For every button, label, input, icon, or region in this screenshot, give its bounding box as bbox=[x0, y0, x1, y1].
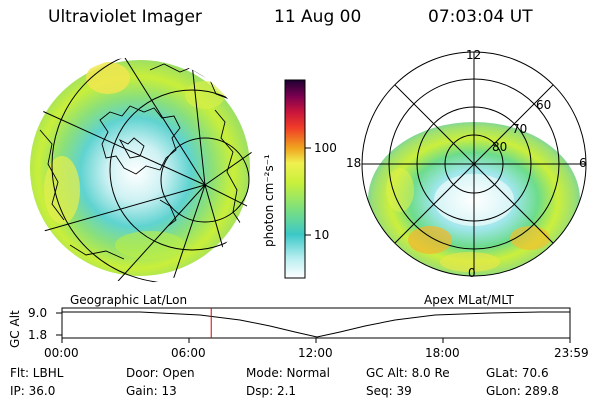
colorbar-tick-10: 10 bbox=[314, 228, 330, 242]
info-gain: Gain: 13 bbox=[126, 384, 177, 398]
mlat-label-60: 60 bbox=[536, 98, 552, 112]
info-flt: Flt: LBHL bbox=[10, 366, 64, 380]
info-door: Door: Open bbox=[126, 366, 195, 380]
mlat-label-80: 80 bbox=[492, 140, 508, 154]
magnetic-image bbox=[361, 51, 587, 277]
info-gcalt: GC Alt: 8.0 Re bbox=[366, 366, 450, 380]
geographic-image bbox=[29, 57, 253, 283]
mlt-label-0: 0 bbox=[468, 266, 476, 280]
geographic-caption: Geographic Lat/Lon bbox=[70, 293, 188, 307]
info-mode: Mode: Normal bbox=[246, 366, 330, 380]
timeline-ytick-low: 1.8 bbox=[28, 328, 48, 342]
timeline-plot bbox=[56, 307, 571, 343]
timeline-xtick-0000: 00:00 bbox=[44, 346, 79, 360]
magnetic-caption: Apex MLat/MLT bbox=[424, 293, 514, 307]
timeline-xtick-1800: 18:00 bbox=[425, 346, 460, 360]
mlat-label-70: 70 bbox=[512, 122, 528, 136]
timeline-xtick-1200: 12:00 bbox=[298, 346, 333, 360]
mlt-label-6: 6 bbox=[579, 156, 587, 170]
info-glon: GLon: 289.8 bbox=[486, 384, 559, 398]
timeline-axis-label: GC Alt bbox=[8, 310, 22, 348]
mlt-label-18: 18 bbox=[346, 156, 362, 170]
timeline-xtick-2359: 23:59 bbox=[554, 346, 589, 360]
info-glat: GLat: 70.6 bbox=[486, 366, 549, 380]
colorbar bbox=[284, 79, 311, 279]
time-label: 07:03:04 UT bbox=[428, 7, 533, 27]
timeline-ytick-high: 9.0 bbox=[28, 306, 48, 320]
info-ip: IP: 36.0 bbox=[10, 384, 56, 398]
colorbar-label: photon cm⁻²s⁻¹ bbox=[262, 154, 276, 247]
app-title: Ultraviolet Imager bbox=[48, 7, 202, 27]
colorbar-tick-100: 100 bbox=[314, 141, 337, 155]
info-dsp: Dsp: 2.1 bbox=[246, 384, 297, 398]
timeline-xtick-0600: 06:00 bbox=[171, 346, 206, 360]
mlt-label-12: 12 bbox=[466, 48, 482, 62]
info-seq: Seq: 39 bbox=[366, 384, 412, 398]
date-label: 11 Aug 00 bbox=[274, 7, 362, 27]
